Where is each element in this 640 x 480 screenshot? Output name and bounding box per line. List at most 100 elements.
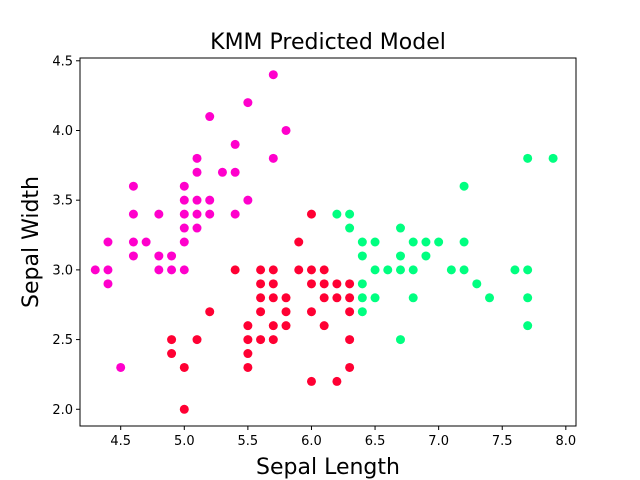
scatter-point <box>230 209 240 219</box>
scatter-point <box>446 265 456 275</box>
scatter-point <box>281 321 291 331</box>
scatter-point <box>306 265 316 275</box>
scatter-point <box>179 362 189 372</box>
scatter-point <box>128 237 138 247</box>
scatter-point <box>268 321 278 331</box>
x-tick-label: 7.5 <box>492 434 513 449</box>
scatter-point <box>319 321 329 331</box>
scatter-point <box>192 167 202 177</box>
scatter-point <box>217 167 227 177</box>
data-points <box>90 70 558 414</box>
scatter-point <box>167 251 177 261</box>
scatter-point <box>345 362 355 372</box>
scatter-point <box>395 223 405 233</box>
y-axis-label: Sepal Width <box>19 176 44 308</box>
scatter-point <box>128 209 138 219</box>
scatter-point <box>230 167 240 177</box>
scatter-point <box>421 237 431 247</box>
scatter-point <box>256 335 266 345</box>
scatter-point <box>179 404 189 414</box>
scatter-point <box>179 209 189 219</box>
scatter-point <box>243 98 253 108</box>
scatter-point <box>90 265 100 275</box>
x-tick-label: 4.5 <box>110 434 131 449</box>
scatter-point <box>141 237 151 247</box>
scatter-point <box>421 251 431 261</box>
scatter-point <box>128 251 138 261</box>
scatter-point <box>523 153 533 163</box>
scatter-point <box>205 209 215 219</box>
scatter-point <box>332 279 342 289</box>
scatter-point <box>230 139 240 149</box>
scatter-point <box>408 293 418 303</box>
scatter-point <box>154 265 164 275</box>
scatter-point <box>294 237 304 247</box>
scatter-point <box>205 307 215 317</box>
scatter-point <box>116 362 126 372</box>
scatter-point <box>319 293 329 303</box>
scatter-point <box>256 265 266 275</box>
scatter-point <box>395 335 405 345</box>
scatter-point <box>306 376 316 386</box>
scatter-point <box>345 293 355 303</box>
scatter-point <box>523 293 533 303</box>
scatter-point <box>243 349 253 359</box>
scatter-point <box>205 195 215 205</box>
scatter-point <box>294 265 304 275</box>
scatter-point <box>192 335 202 345</box>
chart-title: KMM Predicted Model <box>210 30 446 55</box>
scatter-point <box>357 279 367 289</box>
y-tick-label: 2.0 <box>52 403 73 418</box>
scatter-point <box>357 251 367 261</box>
scatter-point <box>523 321 533 331</box>
scatter-point <box>128 181 138 191</box>
scatter-point <box>548 153 558 163</box>
scatter-point <box>243 195 253 205</box>
scatter-point <box>179 265 189 275</box>
scatter-point <box>268 293 278 303</box>
y-tick-label: 3.5 <box>52 194 73 209</box>
scatter-point <box>268 265 278 275</box>
scatter-point <box>370 237 380 247</box>
scatter-point <box>179 195 189 205</box>
scatter-point <box>167 335 177 345</box>
scatter-point <box>103 265 113 275</box>
scatter-point <box>103 237 113 247</box>
scatter-point <box>154 251 164 261</box>
scatter-point <box>192 209 202 219</box>
y-tick-label: 2.5 <box>52 333 73 348</box>
plot-frame <box>79 57 577 427</box>
scatter-point <box>306 209 316 219</box>
scatter-point <box>523 265 533 275</box>
scatter-point <box>357 307 367 317</box>
y-tick-label: 4.5 <box>52 54 73 69</box>
scatter-point <box>256 307 266 317</box>
scatter-point <box>268 70 278 80</box>
scatter-point <box>357 237 367 247</box>
scatter-point <box>281 125 291 135</box>
scatter-point <box>192 153 202 163</box>
x-tick-label: 6.5 <box>365 434 386 449</box>
scatter-point <box>319 279 329 289</box>
y-tick-label: 3.0 <box>52 263 73 278</box>
scatter-point <box>179 181 189 191</box>
x-axis-ticks: 4.5 5.0 5.5 6.0 6.5 7.0 7.5 8.0 <box>110 426 576 449</box>
scatter-point <box>256 279 266 289</box>
scatter-point <box>357 293 367 303</box>
scatter-point <box>485 293 495 303</box>
scatter-point <box>332 376 342 386</box>
scatter-point <box>383 265 393 275</box>
x-tick-label: 8.0 <box>555 434 576 449</box>
scatter-point <box>370 293 380 303</box>
y-tick-label: 4.0 <box>52 124 73 139</box>
scatter-point <box>306 307 316 317</box>
scatter-point <box>281 307 291 317</box>
scatter-point <box>192 223 202 233</box>
scatter-point <box>345 279 355 289</box>
scatter-point <box>459 237 469 247</box>
scatter-point <box>268 335 278 345</box>
scatter-point <box>459 181 469 191</box>
x-tick-label: 6.0 <box>301 434 322 449</box>
scatter-point <box>434 237 444 247</box>
